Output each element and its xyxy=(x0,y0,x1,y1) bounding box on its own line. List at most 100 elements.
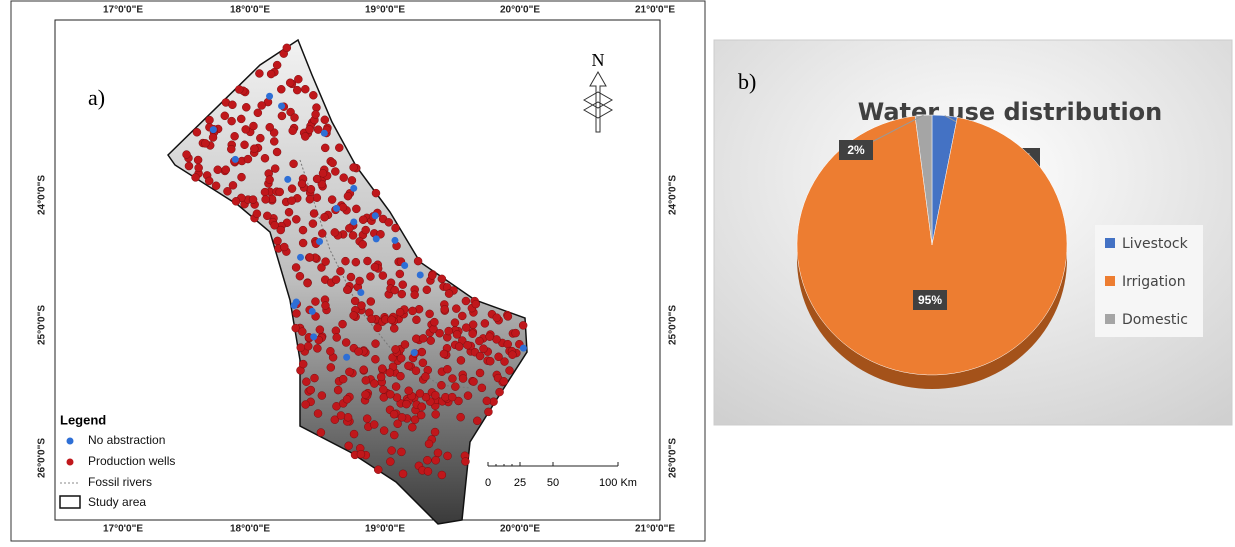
well-dot xyxy=(253,210,261,218)
coord-label: 17°0'0"E xyxy=(103,524,143,535)
well-dot xyxy=(241,141,249,149)
well-dot xyxy=(359,240,367,248)
well-dot xyxy=(209,134,217,142)
well-dot xyxy=(458,312,466,320)
well-dot xyxy=(443,365,451,373)
well-dot xyxy=(419,359,427,367)
well-dot xyxy=(301,133,309,141)
well-dot xyxy=(339,320,347,328)
well-dot xyxy=(321,116,329,124)
well-dot xyxy=(371,263,379,271)
well-dot xyxy=(476,352,484,360)
coord-label: 21°0'0"E xyxy=(635,5,675,16)
well-dot xyxy=(291,114,299,122)
well-dot xyxy=(250,145,258,153)
well-dot xyxy=(293,309,301,317)
well-dot xyxy=(289,127,297,135)
well-dot xyxy=(412,316,420,324)
scale-label: 50 xyxy=(547,477,559,489)
well-dot xyxy=(378,365,386,373)
well-dot xyxy=(304,342,312,350)
well-dot xyxy=(214,166,222,174)
well-dot xyxy=(386,390,394,398)
well-dot xyxy=(397,448,405,456)
well-dot xyxy=(228,117,236,125)
well-dot xyxy=(411,349,418,356)
well-dot xyxy=(348,176,356,184)
well-dot xyxy=(292,263,300,271)
well-dot xyxy=(309,308,316,315)
well-dot xyxy=(343,354,350,361)
well-dot xyxy=(396,270,404,278)
well-dot xyxy=(473,417,481,425)
well-dot xyxy=(311,298,319,306)
well-dot xyxy=(500,377,508,385)
well-dot xyxy=(237,115,245,123)
well-dot xyxy=(363,257,371,265)
well-dot xyxy=(372,212,379,219)
coord-label: 20°0'0"E xyxy=(500,524,540,535)
well-dot xyxy=(258,101,266,109)
well-dot xyxy=(242,125,250,133)
well-dot xyxy=(462,324,470,332)
coord-label: 24°0'0"S xyxy=(668,175,679,215)
well-dot xyxy=(448,393,456,401)
well-dot xyxy=(192,173,200,181)
well-dot xyxy=(249,196,257,204)
well-dot xyxy=(307,185,315,193)
well-dot xyxy=(270,137,278,145)
well-dot xyxy=(333,333,341,341)
well-dot xyxy=(379,386,387,394)
well-dot xyxy=(274,237,282,245)
well-dot xyxy=(431,391,439,399)
well-dot xyxy=(434,449,442,457)
well-dot xyxy=(317,429,325,437)
well-dot xyxy=(316,238,323,245)
well-dot xyxy=(350,430,358,438)
well-dot xyxy=(201,139,209,147)
well-dot xyxy=(310,210,318,218)
well-dot xyxy=(195,164,203,172)
well-dot xyxy=(345,442,353,450)
well-dot xyxy=(411,291,419,299)
well-dot xyxy=(261,188,269,196)
coord-label: 21°0'0"E xyxy=(635,524,675,535)
well-dot xyxy=(392,224,400,232)
well-dot xyxy=(278,112,286,120)
coord-label: 17°0'0"E xyxy=(103,5,143,16)
well-dot xyxy=(436,329,444,337)
legend-icon xyxy=(67,438,74,445)
well-dot xyxy=(358,301,366,309)
well-dot xyxy=(336,267,344,275)
well-dot xyxy=(432,456,440,464)
well-dot xyxy=(399,470,407,478)
coord-label: 19°0'0"E xyxy=(365,5,405,16)
well-dot xyxy=(417,411,425,419)
well-dot xyxy=(235,86,243,94)
well-dot xyxy=(283,44,291,52)
well-dot xyxy=(390,431,398,439)
well-dot xyxy=(352,258,360,266)
well-dot xyxy=(385,218,393,226)
well-dot xyxy=(367,315,375,323)
well-dot xyxy=(428,271,436,279)
coord-label: 24°0'0"S xyxy=(37,175,48,215)
well-dot xyxy=(349,231,357,239)
well-dot xyxy=(329,159,337,167)
well-dot xyxy=(337,412,345,420)
well-dot xyxy=(238,173,246,181)
well-dot xyxy=(396,308,404,316)
well-dot xyxy=(386,369,394,377)
well-dot xyxy=(424,467,432,475)
well-dot xyxy=(374,466,382,474)
well-dot xyxy=(486,333,494,341)
value-label: 95% xyxy=(918,293,942,307)
scale-label: 0 xyxy=(485,477,491,489)
well-dot xyxy=(370,380,378,388)
well-dot xyxy=(280,243,288,251)
well-dot xyxy=(271,165,279,173)
well-dot xyxy=(331,168,339,176)
well-dot xyxy=(350,311,358,319)
well-dot xyxy=(457,413,465,421)
well-dot xyxy=(361,391,369,399)
